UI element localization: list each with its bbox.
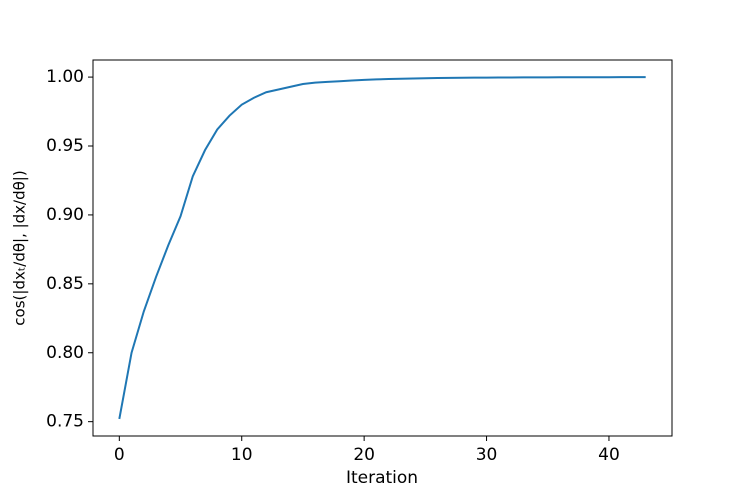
line-series [118, 76, 646, 420]
x-axis-label: Iteration [346, 468, 418, 488]
y-axis-label: cos(|dxₜ/dθ|, |dx/dθ|) [11, 170, 29, 325]
x-tick-label: 0 [114, 445, 125, 465]
y-tick-label: 0.80 [46, 343, 84, 363]
x-tick-label: 40 [598, 445, 620, 465]
y-tick-label: 0.75 [46, 412, 84, 432]
x-tick-label: 10 [231, 445, 253, 465]
y-tick-label: 0.90 [46, 205, 84, 225]
plot-frame [92, 59, 673, 437]
x-tick-label: 30 [476, 445, 498, 465]
x-tick-label: 20 [353, 445, 375, 465]
y-tick-label: 1.00 [46, 67, 84, 87]
y-tick-label: 0.95 [46, 136, 84, 156]
y-tick-label: 0.85 [46, 274, 84, 294]
